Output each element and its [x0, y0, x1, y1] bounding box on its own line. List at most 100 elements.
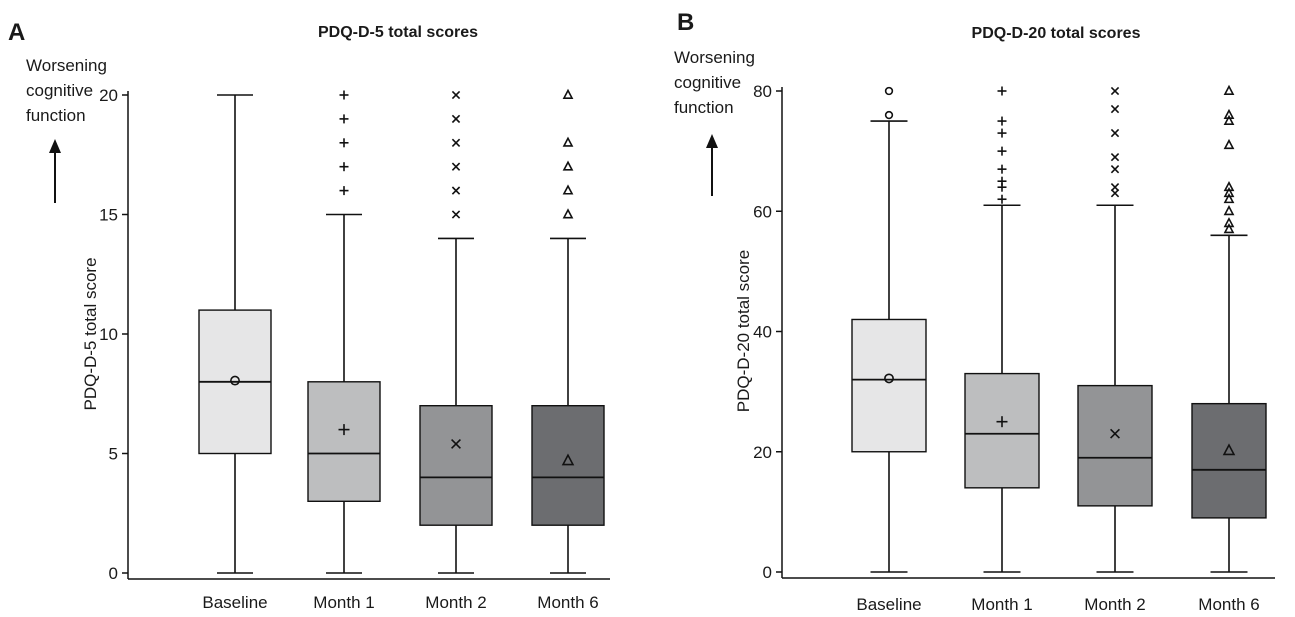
y-tick-label: 20 [753, 443, 772, 462]
panel-b-ylabel: PDQ-D-20 total score [734, 250, 753, 413]
outlier-marker [1223, 193, 1235, 204]
iqr-box [419, 405, 493, 526]
box-month-2 [419, 90, 493, 574]
outlier-marker [1223, 187, 1235, 198]
outlier-marker [451, 186, 461, 195]
iqr-box [964, 372, 1040, 489]
category-label: Month 6 [537, 593, 598, 612]
mean-marker [561, 453, 575, 466]
mean-marker [451, 438, 461, 449]
category-label: Month 6 [1198, 595, 1259, 614]
iqr-box [1077, 384, 1153, 507]
panel-a-annotation-line2: cognitive [26, 81, 93, 100]
panel-a-annotation-line1: Worsening [26, 56, 107, 75]
outlier-marker [997, 164, 1007, 174]
category-label: Baseline [856, 595, 921, 614]
panel-b-arrow [706, 134, 718, 196]
panel-b-annotation-line3: function [674, 98, 734, 117]
panel-a-arrow [49, 139, 61, 203]
outlier-marker [1223, 217, 1235, 228]
outlier-marker [339, 186, 349, 196]
category-label: Month 2 [425, 593, 486, 612]
panel-b-letter: B [677, 9, 694, 36]
mean-marker [884, 373, 894, 384]
y-tick-label: 15 [99, 206, 118, 225]
outlier-marker [1110, 189, 1120, 198]
outlier-marker [997, 146, 1007, 156]
y-tick-label: 20 [99, 86, 118, 105]
outlier-marker [562, 184, 574, 195]
panel-a-annotation-line3: function [26, 106, 86, 125]
outlier-marker [562, 160, 574, 171]
outlier-marker [997, 194, 1007, 204]
box-month-6 [531, 88, 605, 574]
y-tick-label: 0 [109, 564, 118, 583]
outlier-marker [339, 114, 349, 124]
iqr-box [1191, 402, 1267, 519]
mean-marker [1222, 443, 1236, 456]
mean-marker [1110, 428, 1120, 439]
outlier-marker [1110, 86, 1120, 96]
mean-marker [338, 424, 350, 436]
outlier-marker [884, 86, 894, 96]
mean-marker [996, 416, 1008, 428]
y-tick-label: 0 [763, 563, 772, 582]
outlier-marker [1110, 128, 1120, 138]
outlier-marker [562, 136, 574, 147]
y-tick-label: 5 [109, 445, 118, 464]
outlier-marker [1110, 104, 1120, 114]
outlier-marker [1223, 108, 1235, 119]
box-baseline [851, 86, 927, 573]
iqr-box [307, 381, 381, 502]
outlier-marker [562, 88, 574, 99]
outlier-marker [1223, 223, 1235, 234]
panel-b-plot: 0 20 40 60 80 Baseline Month 1 Month 2 Month 6 [753, 82, 1275, 614]
outlier-marker [1223, 138, 1235, 150]
y-tick-label: 40 [753, 323, 772, 342]
panel-a-title: PDQ-D-5 total scores [318, 24, 478, 41]
iqr-box [531, 405, 605, 526]
category-label: Month 2 [1084, 595, 1145, 614]
outlier-marker [997, 176, 1007, 186]
outlier-marker [997, 86, 1007, 96]
box-month-1 [964, 86, 1040, 573]
outlier-marker [451, 114, 461, 124]
category-label: Baseline [202, 593, 267, 612]
panel-b-title: PDQ-D-20 total scores [972, 25, 1141, 42]
box-month-2 [1077, 86, 1153, 573]
panel-b-annotation-line2: cognitive [674, 73, 741, 92]
panel-a: A PDQ-D-5 total scores Worsening cogniti… [8, 19, 610, 612]
outlier-marker [1110, 152, 1120, 162]
y-tick-label: 60 [753, 202, 772, 221]
panel-a-letter: A [8, 19, 25, 46]
panel-b: B PDQ-D-20 total scores Worsening cognit… [674, 9, 1275, 614]
outlier-marker [451, 210, 461, 219]
panel-a-ylabel: PDQ-D-5 total score [81, 257, 100, 410]
outlier-marker [451, 138, 461, 147]
outlier-marker [451, 162, 461, 171]
outlier-marker [1110, 183, 1120, 192]
outlier-marker [451, 90, 461, 100]
outlier-marker [562, 208, 574, 219]
outlier-marker [884, 110, 894, 120]
box-month-1 [307, 90, 381, 574]
outlier-marker [1223, 84, 1235, 95]
category-label: Month 1 [971, 595, 1032, 614]
outlier-marker [1223, 180, 1235, 192]
outlier-marker [997, 128, 1007, 138]
outlier-marker [339, 162, 349, 172]
box-month-6 [1191, 84, 1267, 573]
box-baseline [198, 94, 272, 574]
mean-marker [230, 375, 240, 386]
outlier-marker [997, 116, 1007, 126]
panel-a-plot: 0 5 10 15 20 Baseline Month 1 Month 2 Month 6 [99, 86, 610, 612]
y-tick-label: 10 [99, 325, 118, 344]
outlier-marker [339, 138, 349, 148]
y-tick-label: 80 [753, 82, 772, 101]
outlier-marker [1223, 205, 1235, 216]
outlier-marker [1110, 164, 1120, 174]
category-label: Month 1 [313, 593, 374, 612]
outlier-marker [339, 90, 349, 100]
outlier-marker [1223, 114, 1235, 126]
